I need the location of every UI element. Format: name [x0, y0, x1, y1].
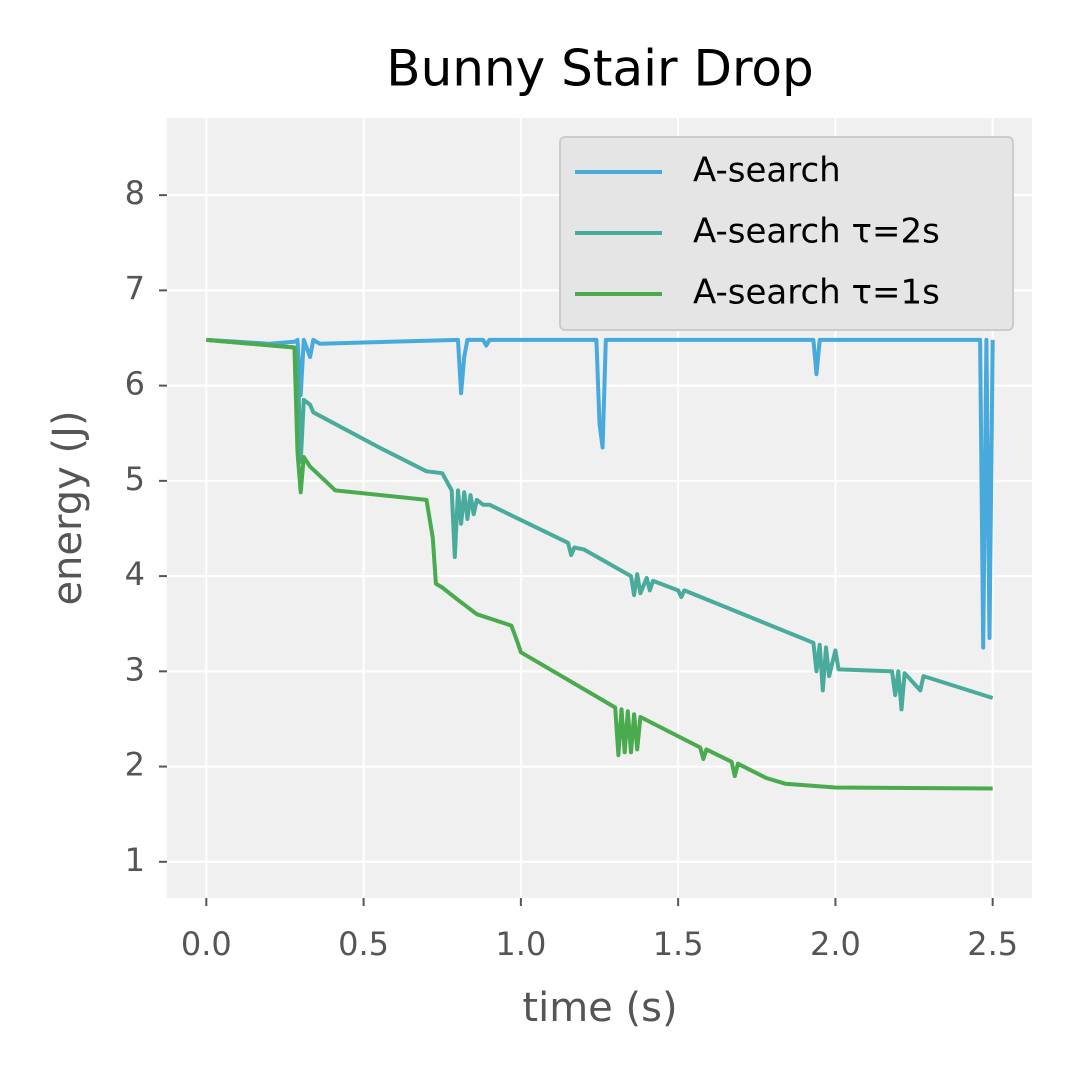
- lines: [206, 337, 995, 791]
- y-tick-label: 7: [125, 269, 145, 307]
- legend: A-search A-search τ=2s A-search τ=1s: [559, 136, 1014, 331]
- x-tick-label: 0.0: [181, 925, 232, 963]
- legend-label: A-search: [693, 151, 841, 191]
- y-tick-label: 1: [125, 841, 145, 879]
- y-tick-label: 4: [125, 555, 145, 593]
- chart-title: Bunny Stair Drop: [386, 40, 813, 98]
- y-tick-label: 6: [125, 365, 145, 403]
- y-axis-label: energy (J): [45, 410, 91, 605]
- y-tick-label: 5: [125, 460, 145, 498]
- x-axis-label: time (s): [522, 985, 677, 1031]
- axes: 0.0 0.5 1.0 1.5 2.0 2.5 1 2 3 4 5 6 7 8: [125, 174, 1018, 963]
- x-tick-label: 0.5: [338, 925, 389, 963]
- y-tick-label: 3: [125, 650, 145, 688]
- series-line: [206, 337, 994, 712]
- x-tick-label: 2.0: [810, 925, 861, 963]
- series-line: [206, 337, 993, 791]
- x-tick-label: 1.0: [495, 925, 546, 963]
- legend-label: A-search τ=1s: [693, 273, 940, 313]
- legend-box: [559, 136, 1014, 331]
- y-tick-label: 8: [125, 174, 145, 212]
- y-tick-label: 2: [125, 746, 145, 784]
- legend-label: A-search τ=2s: [693, 212, 940, 252]
- x-tick-label: 2.5: [967, 925, 1018, 963]
- x-tick-label: 1.5: [653, 925, 704, 963]
